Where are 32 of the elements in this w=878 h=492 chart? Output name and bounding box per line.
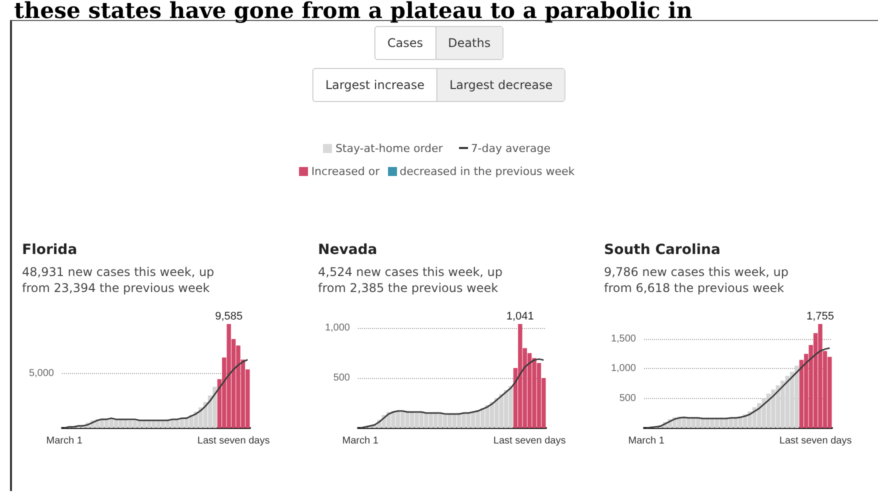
x-tick-label: Last seven days: [197, 436, 270, 446]
data-label: 1,041: [506, 310, 534, 322]
x-tick-label: March 1: [342, 436, 379, 446]
chart-subtitle: 4,524 new cases this week, up from 2,385 the previous week: [318, 264, 504, 296]
y-tick-label: 1,500: [610, 334, 636, 345]
text: 7-day average: [470, 142, 551, 155]
x-tick-label: Last seven days: [493, 436, 566, 446]
x-tick-label: Last seven days: [779, 436, 852, 446]
chart-title: South Carolina: [604, 242, 722, 258]
y-tick-label: 1,000: [324, 322, 350, 334]
line-series: [360, 358, 544, 429]
text: Stay-at-home order: [335, 142, 443, 155]
chart-title: Nevada: [318, 242, 378, 258]
text: Largest increase: [324, 77, 426, 94]
x-tick-label: March 1: [628, 436, 665, 446]
y-tick-label: 500: [619, 392, 636, 404]
data-label: 1,755: [806, 310, 834, 322]
text: these states have gone from a plateau to a parabolic in: [14, 0, 692, 24]
text: Largest decrease: [436, 69, 565, 101]
chart-subtitle: 9,786 new cases this week, up from 6,618 the previous week: [604, 264, 790, 296]
y-tick-label: 1,000: [610, 363, 636, 374]
text: Cases: [386, 35, 424, 52]
line-series: [646, 347, 830, 429]
text: Increased or: [311, 165, 380, 178]
text: Deaths: [435, 27, 503, 59]
chart-subtitle: 48,931 new cases this week, up from 23,394 the previous week: [22, 264, 216, 296]
data-label: 9,585: [215, 310, 243, 322]
y-tick-label: 500: [333, 372, 350, 384]
y-tick-label: 5,000: [28, 368, 54, 380]
text: decreased in the previous week: [400, 165, 575, 178]
x-tick-label: March 1: [46, 436, 83, 446]
chart-title: Florida: [22, 242, 78, 258]
